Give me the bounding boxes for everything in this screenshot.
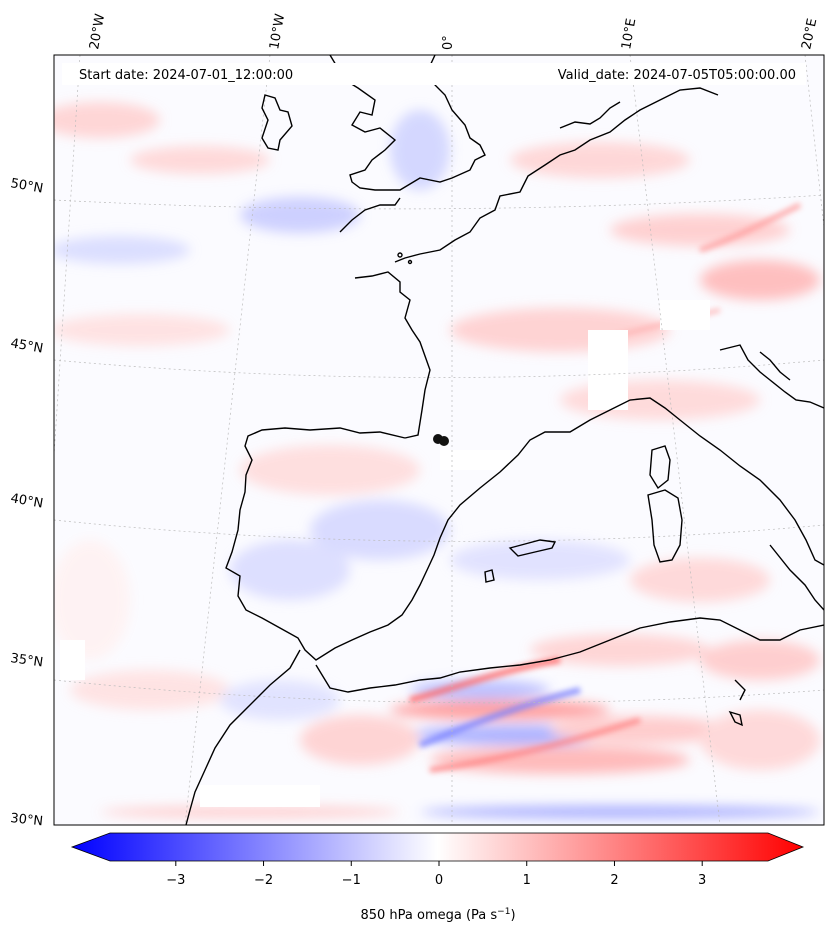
great-britain-coast bbox=[329, 55, 486, 191]
colorbar-tick-label: 0 bbox=[435, 873, 443, 888]
lat-label-50n: 50°N bbox=[9, 176, 44, 196]
latitude-labels: 50°N 45°N 40°N 35°N 30°N bbox=[9, 176, 44, 829]
colorbar-tick-label: −3 bbox=[166, 873, 185, 888]
sardinia-coast bbox=[647, 489, 683, 563]
lon-label-20w: 20°W bbox=[87, 13, 108, 51]
morocco-atlantic-coast bbox=[185, 649, 301, 825]
masked-areas bbox=[60, 300, 710, 807]
ireland-coast bbox=[261, 94, 293, 151]
colorbar-bar bbox=[70, 832, 805, 862]
colorbar-tick-label: 2 bbox=[610, 873, 618, 888]
map-frame bbox=[53, 54, 825, 826]
italy-coast bbox=[719, 344, 824, 409]
lon-label-0: 0° bbox=[441, 35, 456, 50]
lon-label-20e: 20°E bbox=[799, 17, 820, 51]
colorbar-tick-label: 3 bbox=[698, 873, 706, 888]
longitude-labels: 20°W 10°W 0° 10°E 20°E bbox=[87, 13, 820, 51]
colorbar-label: 850 hPa omega (Pa s−1) bbox=[360, 907, 515, 923]
lon-label-10w: 10°W bbox=[267, 13, 288, 51]
colorbar-ticks: −3 −2 −1 0 1 2 3 bbox=[166, 861, 706, 888]
colorbar-tick-label: −2 bbox=[254, 873, 273, 888]
lat-label-40n: 40°N bbox=[9, 491, 44, 511]
lat-label-30n: 30°N bbox=[10, 811, 44, 829]
coastlines bbox=[185, 55, 824, 825]
map-panel: Start date: 2024-07-01_12:00:00 Valid_da… bbox=[54, 55, 824, 825]
lon-label-10e: 10°E bbox=[619, 17, 639, 50]
iberia-coast bbox=[225, 397, 824, 661]
station-markers bbox=[433, 434, 449, 446]
valid-date-label: Valid_date: 2024-07-05T05:00:00.00 bbox=[558, 68, 796, 83]
france-atlantic-coast bbox=[354, 271, 431, 439]
lat-label-45n: 45°N bbox=[9, 336, 44, 356]
colorbar-tick-label: −1 bbox=[342, 873, 361, 888]
corsica-coast bbox=[649, 445, 671, 490]
colorbar: −3 −2 −1 0 1 2 3 850 hPa omega (Pa s−1) bbox=[70, 832, 805, 923]
north-africa-coast bbox=[315, 617, 824, 693]
start-date-label: Start date: 2024-07-01_12:00:00 bbox=[79, 68, 293, 83]
header-band bbox=[62, 63, 806, 85]
graticule bbox=[54, 55, 824, 825]
lat-label-35n: 35°N bbox=[9, 651, 44, 670]
colorbar-tick-label: 1 bbox=[523, 873, 531, 888]
